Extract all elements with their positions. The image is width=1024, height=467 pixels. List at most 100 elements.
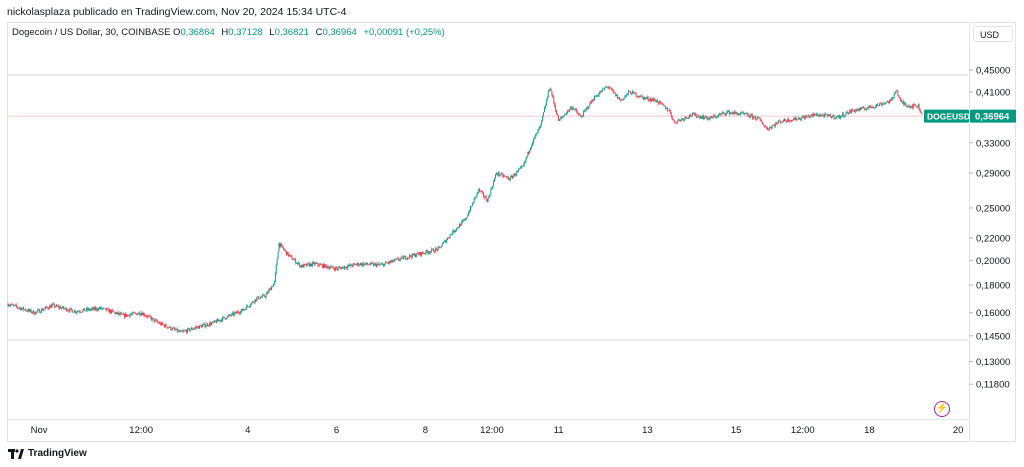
candle-body (198, 326, 199, 329)
candle-body (376, 264, 378, 267)
candle-body (13, 304, 14, 306)
candle-body (779, 120, 780, 122)
candle-body (341, 267, 343, 270)
candle-body (24, 309, 26, 311)
candle-body (914, 104, 915, 106)
candle-body (353, 263, 355, 265)
candle-body (871, 106, 873, 108)
candle-body (140, 313, 142, 315)
candle-body (110, 310, 112, 313)
candle-body (569, 109, 570, 112)
candle-body (431, 249, 433, 252)
candle-body (714, 115, 716, 117)
candle-body (553, 97, 555, 103)
candle-body (654, 98, 656, 101)
candle-body (309, 263, 310, 267)
candle-body (422, 253, 424, 254)
candle-body (792, 118, 794, 121)
candle-body (436, 248, 438, 251)
currency-button[interactable]: USD (973, 26, 1013, 42)
candle-body (152, 318, 154, 319)
candle-body (788, 118, 790, 122)
lightning-icon[interactable]: ⚡ (934, 401, 950, 417)
candle-body (670, 112, 672, 117)
candle-body (915, 106, 917, 108)
candle-body (395, 259, 397, 260)
candle-body (523, 162, 525, 166)
candle-body (217, 319, 219, 321)
candle-body (21, 308, 23, 310)
symbol-title[interactable]: Dogecoin / US Dollar, 30, COINBASE (12, 27, 171, 38)
candle-body (396, 258, 398, 260)
x-tick-label: 4 (245, 425, 250, 436)
candle-body (26, 310, 28, 312)
candle-body (127, 314, 129, 316)
candle-body (400, 256, 402, 259)
candle-body (527, 152, 529, 157)
candle-body (61, 307, 63, 309)
candle-body (304, 264, 306, 265)
candle-body (321, 264, 323, 266)
candle-body (34, 314, 36, 315)
candle-body (618, 97, 619, 99)
candle-body (371, 262, 372, 264)
candle-body (816, 113, 817, 115)
candle-body (910, 106, 912, 108)
candle-body (468, 212, 470, 216)
tradingview-brand[interactable]: TradingView (8, 448, 87, 459)
candle-body (188, 328, 190, 331)
candle-body (190, 328, 192, 330)
candle-body (839, 115, 841, 119)
candle-body (219, 320, 221, 322)
candle-body (576, 110, 578, 113)
candle-body (237, 311, 239, 313)
candle-body (230, 315, 232, 317)
candle-body (32, 310, 34, 313)
candle-body (811, 114, 813, 115)
candle-body (88, 308, 89, 311)
candle-body (337, 267, 339, 270)
candle-body (319, 264, 321, 266)
candle-body (466, 217, 468, 220)
candle-body (838, 115, 840, 117)
candle-body (421, 252, 423, 254)
candle-body (505, 176, 507, 177)
candle-body (773, 124, 775, 126)
candle-body (289, 255, 291, 256)
candle-body (204, 323, 206, 327)
candle-body (15, 304, 17, 307)
candle-body (48, 308, 50, 310)
candle-body (36, 311, 38, 313)
candle-body (478, 188, 480, 192)
candle-body (762, 123, 764, 125)
candle-body (787, 118, 789, 122)
candle-body (170, 326, 172, 330)
candle-body (137, 312, 139, 314)
candle-body (374, 263, 376, 265)
candle-body (89, 309, 91, 311)
candle-body (562, 116, 564, 118)
candle-body (113, 311, 114, 313)
open-label: O (173, 27, 181, 38)
candle-body (52, 304, 54, 305)
candle-body (782, 121, 784, 123)
candle-body (886, 102, 888, 103)
candle-body (220, 319, 222, 322)
candle-body (41, 309, 43, 311)
candle-body (73, 312, 75, 314)
candle-body (208, 325, 210, 327)
candle-body (599, 91, 601, 94)
candle-body (633, 91, 635, 94)
candle-body (99, 308, 101, 309)
candle-body (150, 317, 152, 321)
candle-body (372, 263, 374, 266)
candle-body (746, 113, 748, 115)
candle-body (688, 117, 690, 118)
candle-body (734, 111, 736, 113)
candle-body (686, 117, 688, 119)
candle-body (447, 237, 449, 239)
candle-body (418, 253, 420, 255)
candle-body (315, 263, 317, 264)
candle-body (37, 310, 39, 312)
